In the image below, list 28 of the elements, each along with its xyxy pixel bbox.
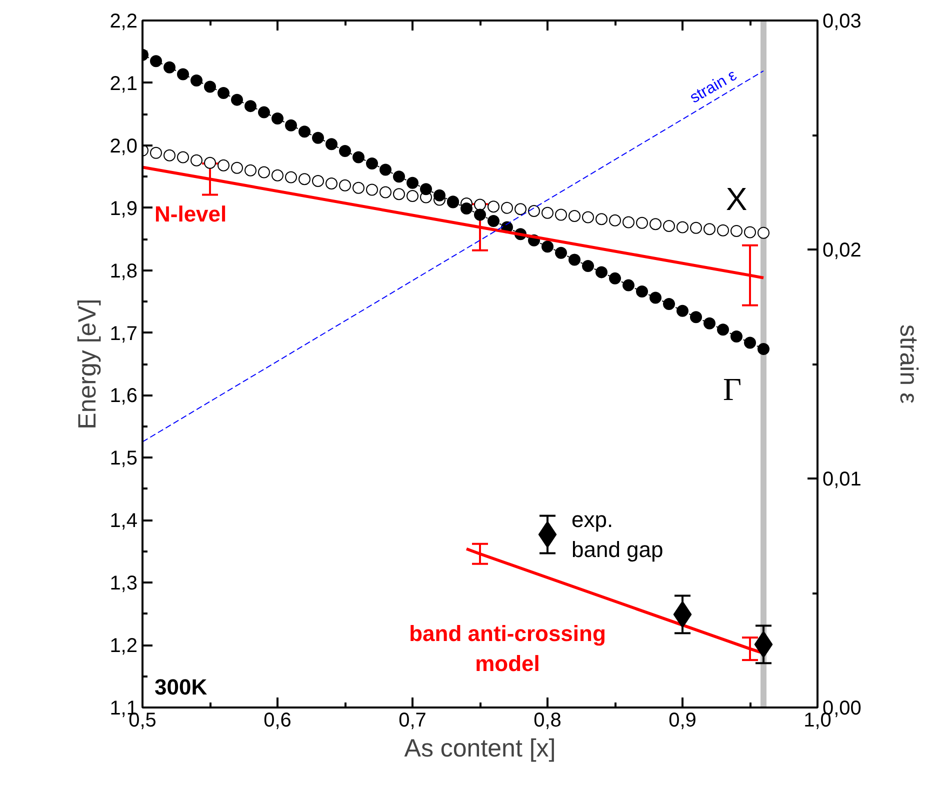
y2-tick-label: 0,02 — [822, 240, 862, 262]
x-tick-label: 0,9 — [668, 710, 696, 732]
x-axis-title: As content [x] — [404, 734, 556, 762]
series-label: Γ — [723, 371, 742, 408]
x-tick-label: 0,8 — [534, 710, 562, 732]
annotation: 300K — [154, 674, 208, 700]
series-label: X — [726, 180, 748, 217]
y-tick-label: 1,3 — [110, 572, 138, 595]
y-tick-label: 2,0 — [110, 135, 138, 158]
y2-tick-label: 0,03 — [822, 10, 862, 32]
y2-axis-title: strain ε — [894, 324, 922, 404]
y-tick-label: 1,6 — [110, 385, 138, 408]
y-tick-label: 2,2 — [110, 10, 138, 32]
y-tick-label: 1,5 — [110, 448, 138, 470]
series-label: N-level — [154, 201, 227, 226]
y-tick-label: 1,8 — [110, 260, 138, 282]
y2-tick-label: 0,01 — [822, 468, 862, 490]
series-label: exp. band gap — [572, 507, 664, 562]
y-tick-label: 1,9 — [110, 198, 138, 220]
x-tick-label: 0,7 — [398, 710, 426, 732]
y-tick-label: 1,7 — [110, 322, 138, 345]
y-axis-title: Energy [eV] — [74, 298, 102, 430]
y-tick-label: 1,2 — [110, 635, 138, 658]
x-tick-label: 0,6 — [264, 710, 292, 732]
y-tick-label: 2,1 — [110, 72, 138, 95]
series-label: band anti-crossing model — [409, 620, 606, 676]
text: strain ε — [687, 66, 740, 107]
y-tick-label: 1,4 — [110, 510, 138, 532]
